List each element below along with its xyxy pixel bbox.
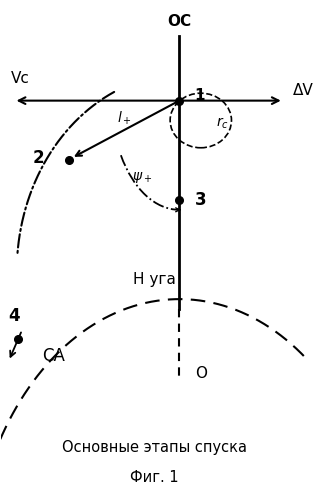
Text: 3: 3	[195, 191, 206, 209]
Text: СА: СА	[42, 347, 65, 365]
Text: $l_+$: $l_+$	[117, 109, 132, 127]
Text: Фиг. 1: Фиг. 1	[130, 470, 179, 485]
Text: 1: 1	[195, 88, 205, 103]
Text: H уга: H уга	[133, 272, 176, 287]
Text: $r_c$: $r_c$	[216, 115, 229, 131]
Text: O: O	[195, 366, 207, 381]
Text: 4: 4	[8, 307, 20, 325]
Text: Основные этапы спуска: Основные этапы спуска	[62, 441, 247, 456]
Text: ОС: ОС	[167, 13, 191, 28]
Text: $\psi_+$: $\psi_+$	[133, 170, 153, 185]
Text: 2: 2	[33, 149, 44, 167]
Text: ΔV: ΔV	[293, 83, 314, 98]
Text: Vс: Vс	[10, 71, 30, 86]
